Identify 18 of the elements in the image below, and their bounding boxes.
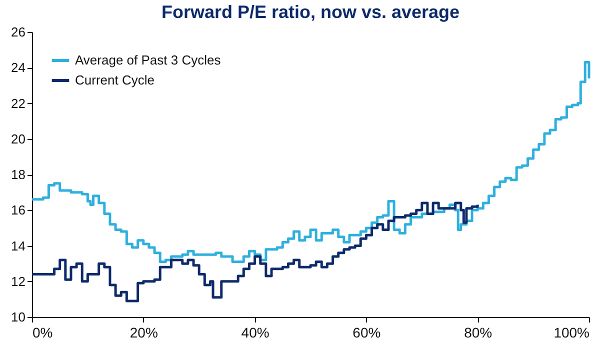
x-tick-label: 60% <box>352 324 381 340</box>
y-tick-label: 18 <box>11 167 26 182</box>
x-tick-label: 0% <box>32 324 53 340</box>
x-tick-label: 100% <box>554 324 590 340</box>
x-tick-label: 40% <box>241 324 270 340</box>
y-tick-label: 22 <box>11 96 26 111</box>
chart-title: Forward P/E ratio, now vs. average <box>161 2 460 22</box>
y-tick-label: 12 <box>11 274 26 289</box>
y-tick-label: 24 <box>11 60 26 76</box>
x-tick-label: 20% <box>130 324 158 340</box>
y-tick-label: 16 <box>11 202 26 218</box>
y-tick-label: 26 <box>11 24 26 40</box>
legend-label: Current Cycle <box>75 72 154 88</box>
legend-label: Average of Past 3 Cycles <box>75 52 222 68</box>
y-tick-label: 10 <box>11 310 26 324</box>
x-tick-label: 80% <box>464 324 492 340</box>
y-tick-label: 14 <box>11 238 26 254</box>
y-tick-label: 20 <box>11 131 26 146</box>
